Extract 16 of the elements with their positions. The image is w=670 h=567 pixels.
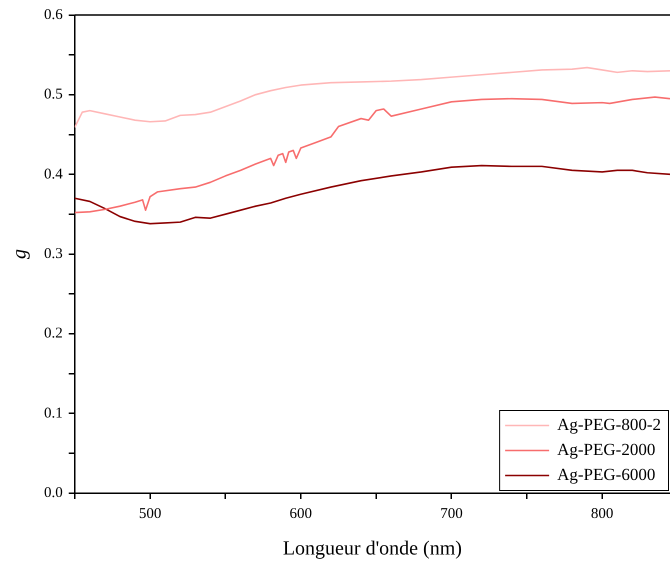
y-tick-label: 0.0: [44, 484, 63, 501]
x-tick-label: 800: [590, 506, 614, 522]
y-tick-label: 0.6: [44, 6, 64, 23]
y-tick-label: 0.5: [44, 86, 63, 103]
legend-label: Ag-PEG-6000: [557, 464, 656, 484]
x-tick-label: 500: [138, 506, 162, 522]
x-tick-label: 700: [440, 506, 463, 522]
x-tick-label: 600: [290, 506, 312, 522]
x-axis-title: Longueur d'onde (nm): [282, 537, 462, 560]
y-tick-label: 0.4: [44, 166, 64, 182]
legend-label: Ag-PEG-2000: [557, 440, 656, 459]
y-tick-label: 0.1: [44, 405, 63, 422]
legend-label: Ag-PEG-800-2: [557, 414, 662, 434]
y-tick-label: 0.2: [44, 326, 63, 342]
y-tick-label: 0.3: [44, 246, 63, 262]
y-axis-title: g: [8, 249, 30, 259]
